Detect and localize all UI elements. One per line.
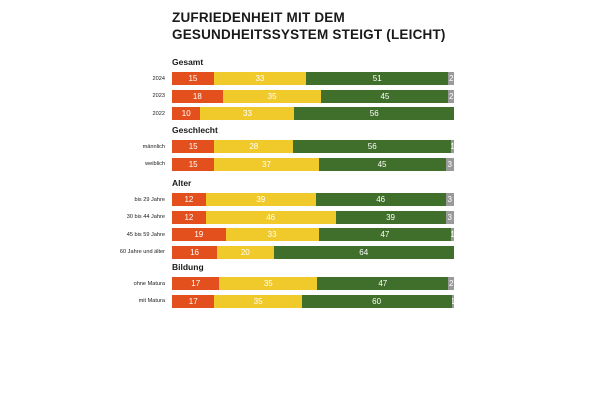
bar-segment-green: 64 (273, 245, 454, 259)
bar-segment-orange: 12 (172, 210, 206, 224)
row-label: 2024 (152, 75, 165, 82)
group-label: Bildung (172, 262, 204, 272)
bar-segment-grey: 1 (451, 228, 454, 241)
bar-segment-orange: 18 (172, 89, 223, 103)
group-label: Geschlecht (172, 125, 218, 135)
bar-segment-yellow: 33 (200, 107, 295, 120)
bar-segment-orange: 16 (172, 245, 218, 259)
bar-segment-grey: 1 (451, 294, 454, 308)
row-label: weiblich (145, 161, 165, 167)
bar-segment-orange: 15 (172, 157, 215, 171)
bar-segment-yellow: 35 (222, 89, 322, 103)
bar-segment-orange: 19 (172, 228, 226, 241)
bar-segment-grey: 3 (445, 210, 454, 224)
chart-title-line-2: GESUNDHEITSSYSTEM STEIGT (LEICHT) (172, 27, 446, 42)
bar-segment-yellow: 46 (205, 210, 336, 224)
row-label: 30 bis 44 Jahre (126, 214, 165, 220)
bar-segment-orange: 10 (172, 107, 201, 120)
bar-segment-yellow: 20 (217, 245, 274, 259)
bar-segment-green: 60 (301, 294, 452, 308)
bar-segment-green: 47 (318, 228, 452, 241)
group-label: Gesamt (172, 57, 204, 67)
bar-segment-yellow: 37 (214, 157, 319, 171)
bar-segment-grey: 2 (448, 89, 454, 103)
bar-segment-grey: 2 (448, 72, 454, 85)
bar-segment-grey: 3 (445, 193, 454, 206)
bar-segment-grey: 1 (451, 140, 454, 153)
row-label: männlich (142, 143, 165, 150)
bar-segment-yellow: 33 (213, 72, 306, 85)
bar-segment-green: 46 (315, 193, 446, 206)
bar-segment-green: 45 (318, 157, 446, 171)
row-label: mit Matura (138, 298, 165, 304)
group-label: Alter (172, 178, 192, 188)
row-label: bis 29 Jahre (134, 196, 165, 203)
row-label: 2023 (152, 93, 165, 99)
bar-segment-orange: 12 (172, 193, 206, 206)
bar-segment-yellow: 33 (225, 228, 319, 241)
bar-segment-green: 51 (306, 72, 449, 85)
bar-segment-green: 56 (294, 107, 454, 120)
bar-segment-orange: 15 (172, 140, 215, 153)
bar-segment-yellow: 28 (214, 140, 294, 153)
bar-segment-orange: 17 (172, 294, 215, 308)
bar-segment-green: 56 (293, 140, 452, 153)
bar-segment-yellow: 39 (205, 193, 316, 206)
bar-segment-orange: 15 (172, 72, 214, 85)
row-label: 45 bis 59 Jahre (126, 231, 165, 238)
bar-segment-yellow: 35 (214, 294, 302, 308)
bar-segment-yellow: 35 (219, 277, 318, 290)
chart-title-line-1: ZUFRIEDENHEIT MIT DEM (172, 10, 345, 25)
bar-segment-green: 45 (321, 89, 449, 103)
bar-segment-green: 47 (317, 277, 449, 290)
bar-segment-grey: 3 (445, 157, 454, 171)
bar-segment-green: 39 (335, 210, 446, 224)
bar-segment-orange: 17 (172, 277, 220, 290)
row-label: 2022 (152, 110, 165, 117)
bar-segment-grey: 2 (448, 277, 454, 290)
row-label: 60 Jahre und älter (119, 249, 165, 255)
row-label: ohne Matura (133, 280, 165, 287)
